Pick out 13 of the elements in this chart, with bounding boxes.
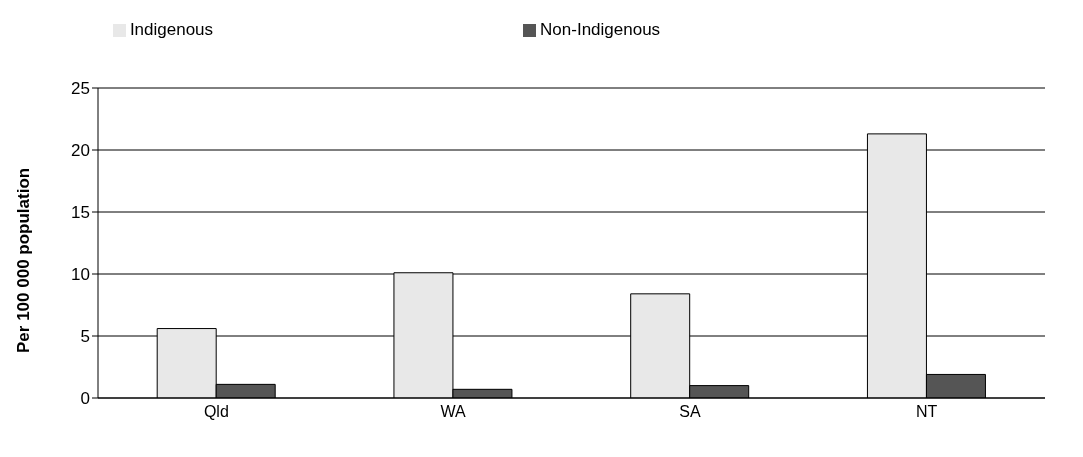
y-tick-label: 15 [71, 203, 90, 223]
y-tick-label: 20 [71, 141, 90, 161]
x-tick-label: Qld [203, 403, 229, 421]
y-tick-label: 0 [80, 389, 90, 409]
legend-label: Indigenous [129, 20, 214, 39]
x-tick-label: WA [440, 403, 467, 421]
y-tick-label: 25 [71, 79, 90, 99]
y-tick-label: 10 [71, 265, 90, 285]
x-tick-label: NT [915, 403, 938, 421]
y-axis-title: Per 100 000 population [14, 167, 34, 353]
legend-label: Non-Indigenous [540, 20, 661, 39]
x-tick-label: SA [679, 403, 701, 421]
y-tick-label: 5 [80, 327, 90, 347]
